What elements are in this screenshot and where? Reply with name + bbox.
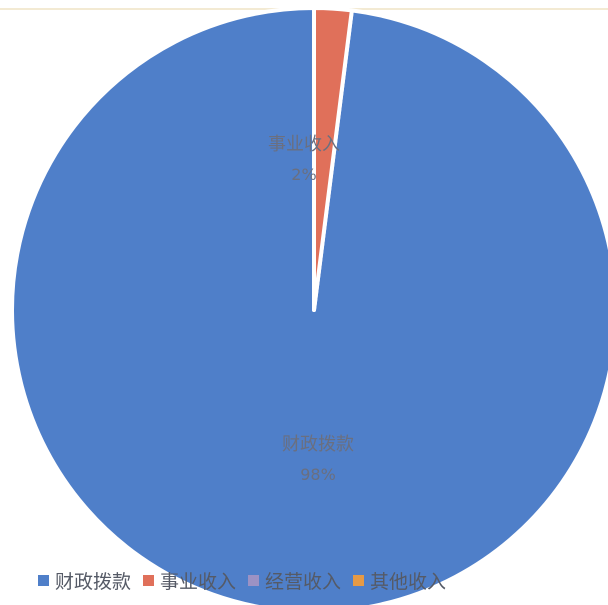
legend-label-2: 经营收入: [265, 567, 341, 594]
legend-item-3: 其他收入: [353, 567, 446, 594]
legend-swatch-0: [38, 575, 49, 586]
legend-label-1: 事业收入: [160, 567, 236, 594]
legend-item-0: 财政拨款: [38, 567, 131, 594]
data-label-name-1: 事业收入: [268, 134, 340, 155]
chart-legend: 财政拨款 事业收入 经营收入 其他收入: [38, 565, 446, 595]
data-label-pct-1: 2%: [291, 165, 316, 184]
legend-item-1: 事业收入: [143, 567, 236, 594]
legend-swatch-2: [248, 575, 259, 586]
legend-swatch-3: [353, 575, 364, 586]
legend-label-3: 其他收入: [370, 567, 446, 594]
legend-label-0: 财政拨款: [55, 567, 131, 594]
data-label-pct-0: 98%: [300, 465, 336, 484]
legend-item-2: 经营收入: [248, 567, 341, 594]
pie-slice-0: [12, 8, 608, 605]
legend-swatch-1: [143, 575, 154, 586]
data-label-name-0: 财政拨款: [282, 434, 354, 455]
